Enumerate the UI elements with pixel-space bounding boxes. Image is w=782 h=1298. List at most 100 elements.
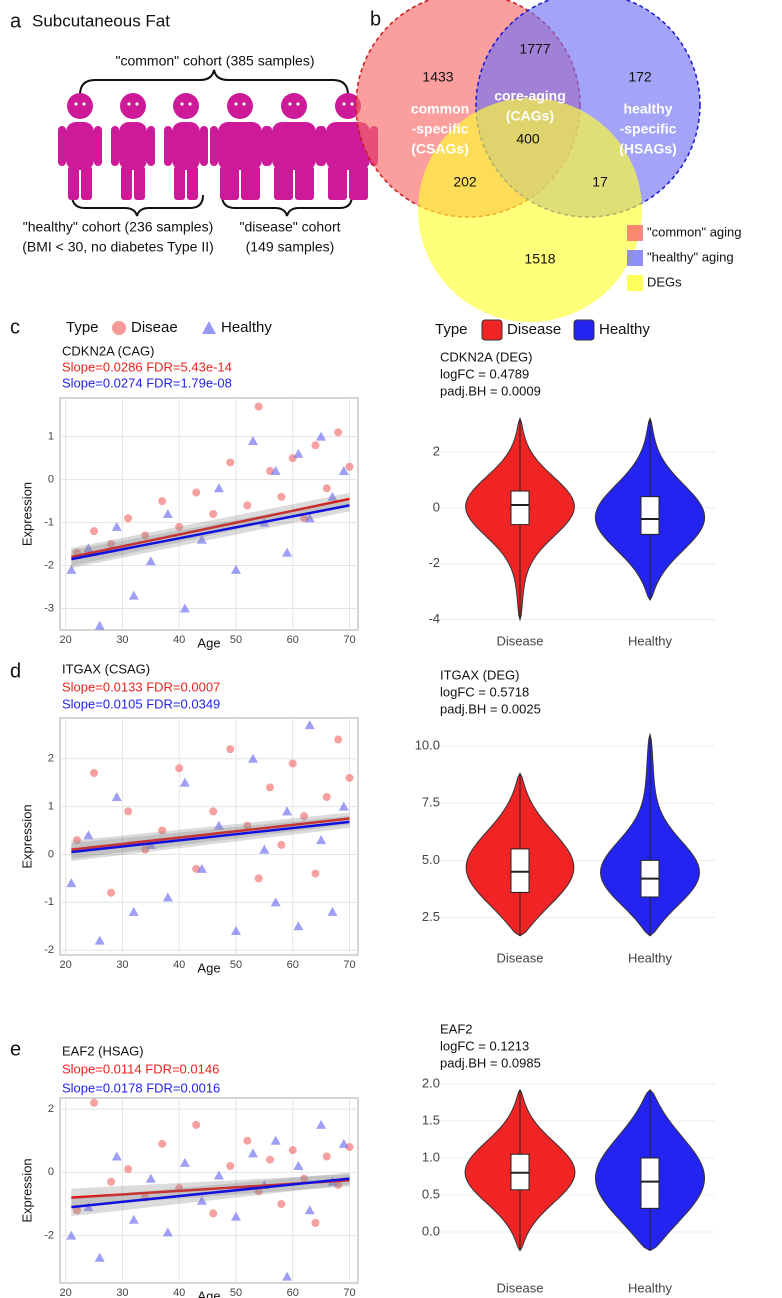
point [254,402,263,411]
point [304,720,315,730]
point [243,501,252,510]
y-tick-label: 1.5 [422,1112,440,1127]
cohort-label: (149 samples) [246,239,335,255]
point [179,603,190,613]
point [196,534,207,544]
confidence-band [71,812,350,859]
eye [342,102,346,106]
arm [200,126,208,166]
point [94,935,105,945]
annotation: padj.BH = 0.0985 [440,1055,541,1070]
venn-count: 1518 [524,251,555,267]
x-tick-label: Disease [497,1280,544,1295]
legend-swatch [481,319,503,341]
arm [318,126,326,166]
point [128,1214,139,1224]
y-tick-label: 2 [48,753,54,765]
eye [242,102,246,106]
point [128,906,139,916]
point [73,1206,82,1215]
confidence-band [71,1174,350,1207]
legend-label: DEGs [647,274,682,289]
box [510,490,530,526]
point [83,830,94,840]
venn-label: (CSAGs) [411,141,469,157]
x-tick-label: 60 [287,1287,299,1298]
venn-label: -specific [412,121,469,137]
torso [66,122,94,170]
eye [127,102,131,106]
y-tick-label: -1 [44,516,54,528]
y-tick-label: 2 [48,1103,54,1115]
point [334,1180,343,1189]
point [311,1218,320,1227]
point [213,483,224,493]
annotation: Slope=0.0286 FDR=5.43e-14 [62,359,232,374]
y-tick-label: 1 [48,800,54,812]
point [282,547,293,557]
x-tick-label: 50 [230,959,242,971]
arm [58,126,66,166]
arm [264,126,272,166]
leg [81,166,92,200]
point [162,509,173,518]
legend-title: Type [435,321,468,338]
person-icon [111,93,155,200]
point [179,1157,190,1167]
point [316,1119,327,1129]
point [288,1146,297,1155]
chart-title: EAF2 [440,1021,473,1036]
point [226,458,235,467]
point [316,431,327,441]
point [300,1174,309,1183]
eye [234,102,238,106]
panel-letter: b [370,8,381,30]
cohort-label: (BMI < 30, no diabetes Type II) [22,239,214,255]
legend-swatch [573,319,595,341]
point [293,448,304,458]
cohort-label: "disease" cohort [240,219,341,235]
point [266,783,275,792]
y-tick-label: -3 [44,602,54,614]
panel-letter: d [10,660,21,682]
x-tick-label: 20 [60,634,72,646]
x-tick-label: 50 [230,634,242,646]
point [145,1173,156,1183]
plot-area [59,1097,359,1284]
point [243,1136,252,1145]
venn-label: (HSAGs) [619,141,677,157]
head [120,93,146,119]
x-axis-label: Age [197,960,220,975]
y-tick-label: 0.0 [422,1223,440,1238]
point [141,531,150,540]
point [345,462,354,471]
point [158,826,167,835]
y-tick-label: 0 [48,848,54,860]
panel-letter: c [10,316,20,338]
leg [187,166,198,200]
point [192,1120,201,1129]
x-tick-label: 30 [116,634,128,646]
chart-title: ITGAX (DEG) [440,667,519,682]
venn-count: 1777 [519,41,550,57]
person-icon [164,93,208,200]
confidence-band [71,499,350,569]
torso [326,122,370,170]
y-tick-label: -2 [44,944,54,956]
confidence-band [71,815,350,862]
panel-letter: e [10,1038,21,1060]
y-tick-label: -1 [44,896,54,908]
point [124,1165,133,1174]
point [243,821,252,830]
x-tick-label: 30 [116,1287,128,1298]
y-tick-label: -4 [428,611,440,626]
point [94,620,105,630]
leg [241,166,260,200]
point [111,792,122,801]
y-tick-label: 1 [48,431,54,443]
fit-line [71,820,350,854]
head [335,93,361,119]
annotation: padj.BH = 0.0025 [440,701,541,716]
point [338,466,349,476]
